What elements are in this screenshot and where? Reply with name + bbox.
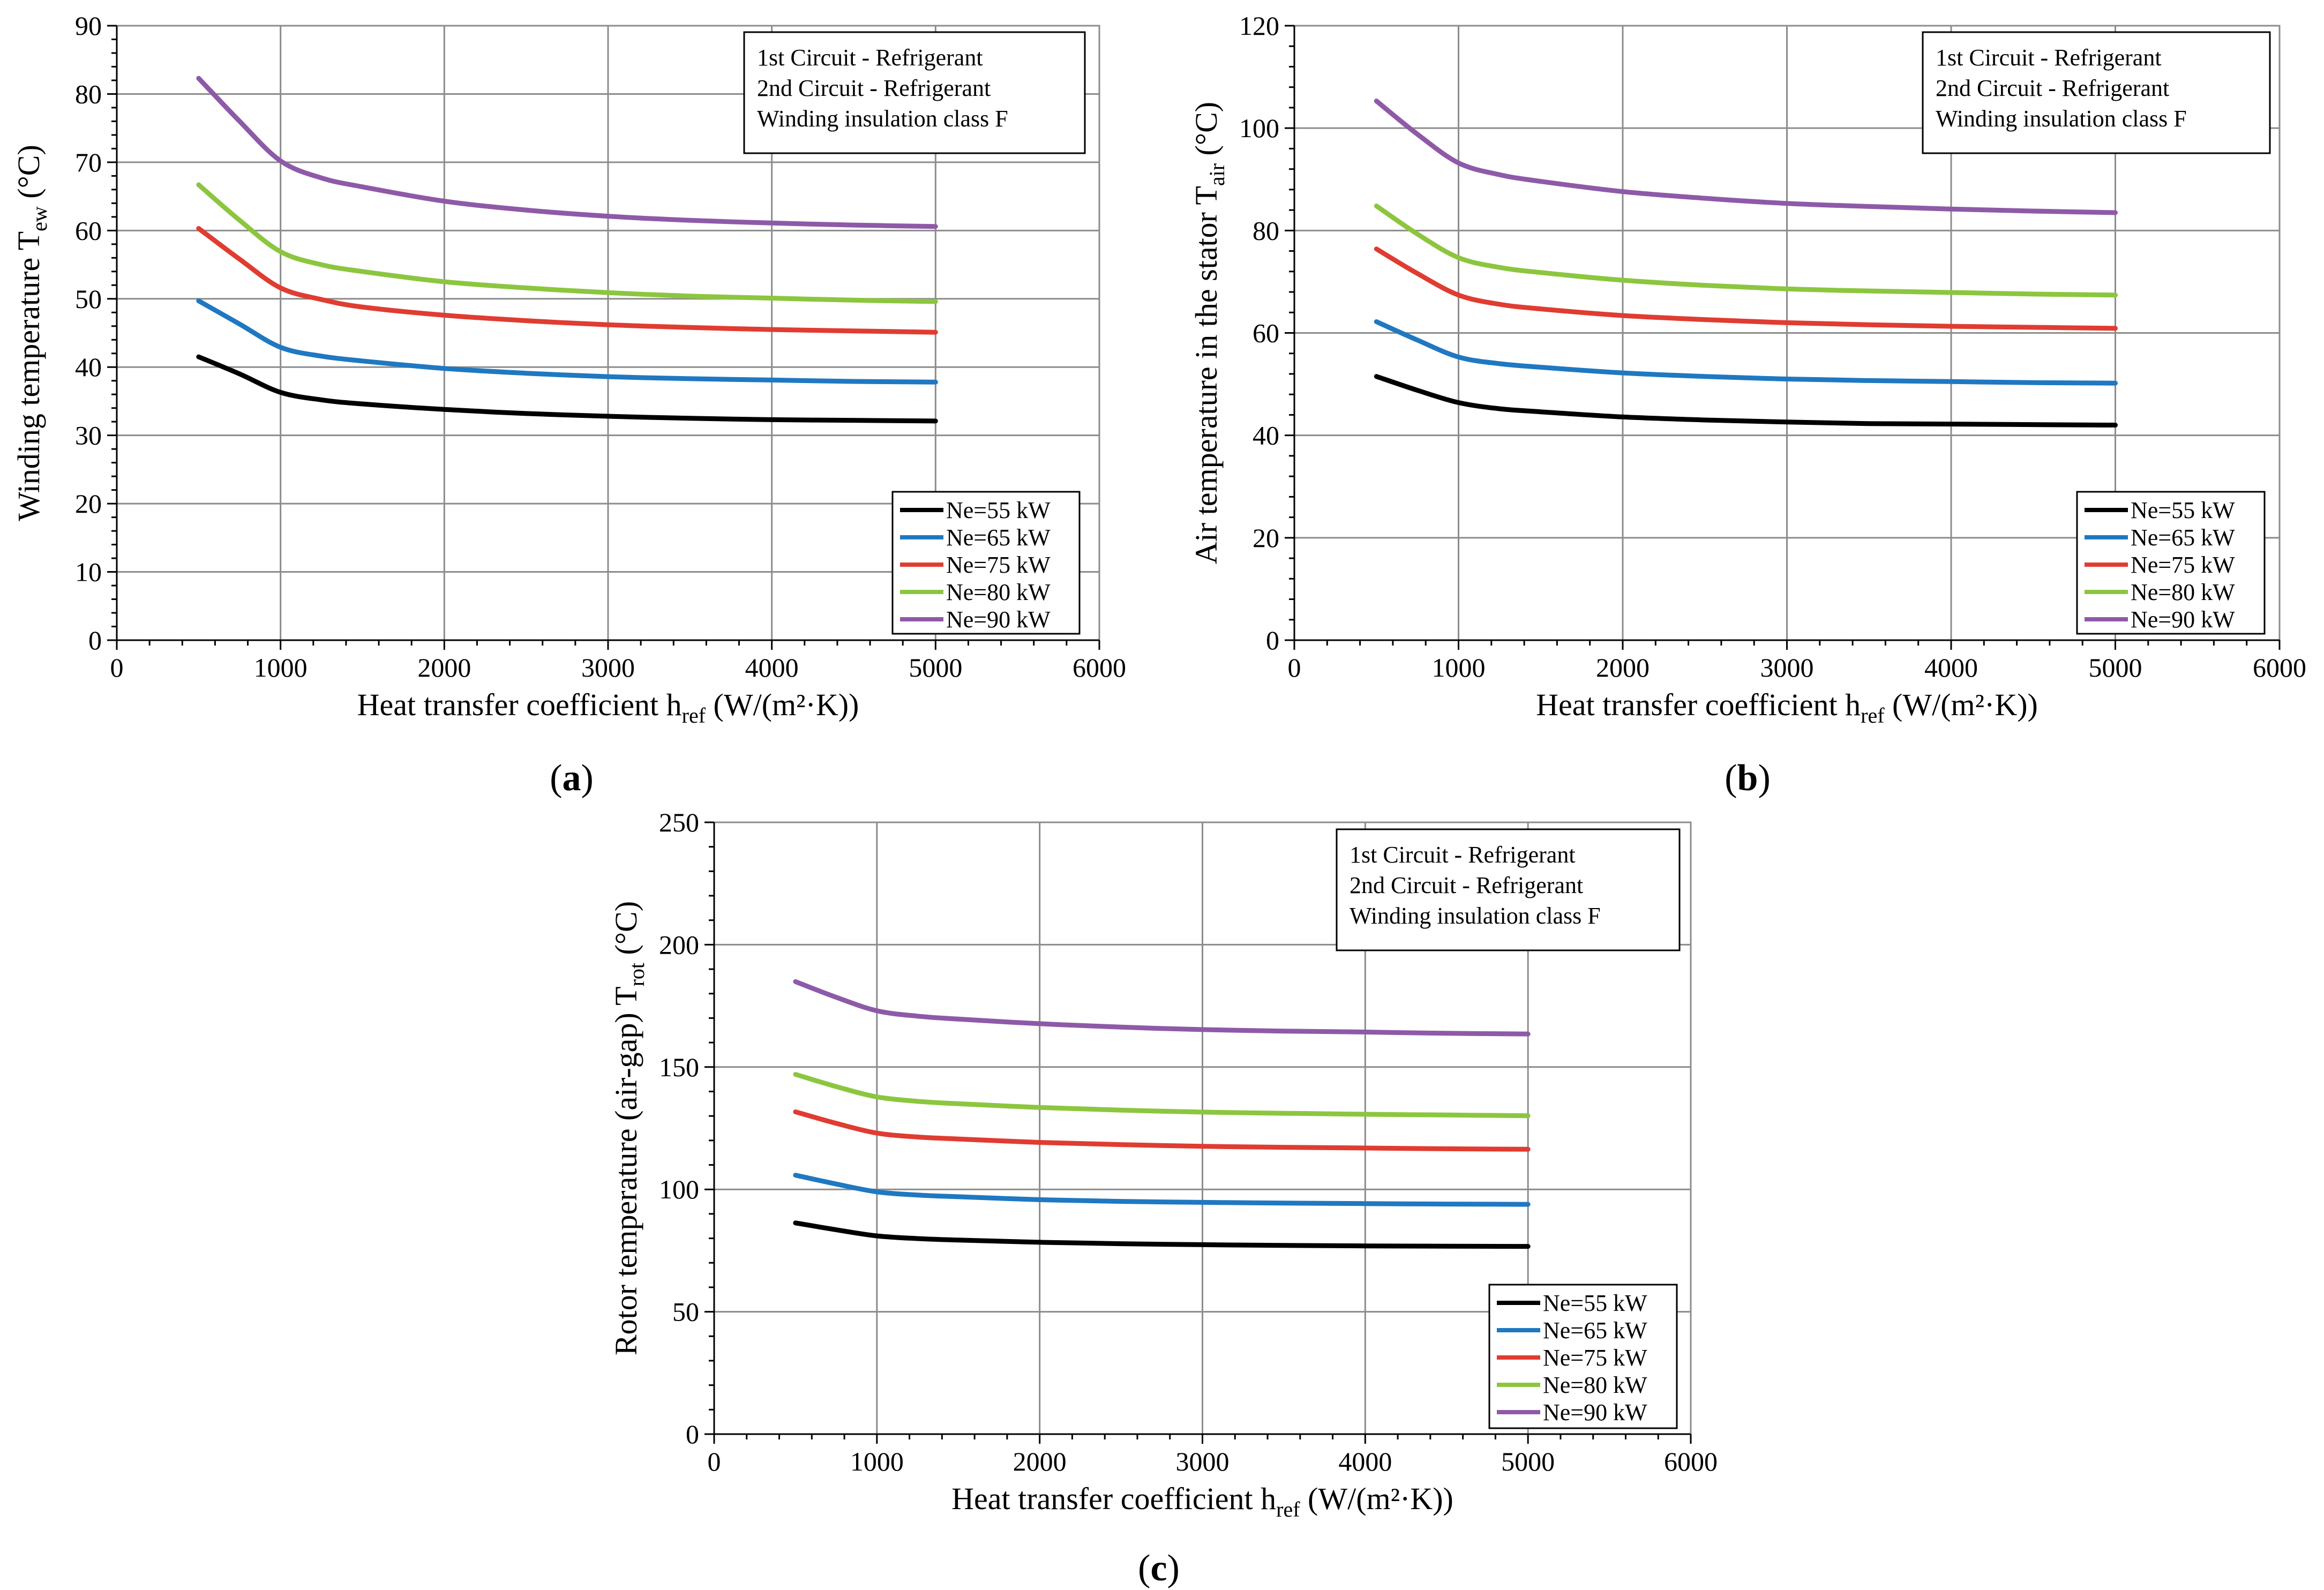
chart-panel-b: 0 1000 2000 3000 4000 5000 6000 0 20 40 60 80 100 120…	[1189, 11, 2306, 799]
y-tick-label: 0	[1266, 625, 1279, 655]
annotation-box	[743, 31, 1086, 154]
legend-label: Ne=55 kW	[946, 497, 1051, 523]
y-axis-title: Air temperature in the stator Tair (°C)	[1189, 102, 1229, 564]
y-axis-title: Rotor temperature (air-gap) Trot (°C)	[609, 901, 649, 1355]
y-tick-label: 60	[1253, 318, 1279, 348]
x-tick-label: 1000	[850, 1446, 904, 1476]
legend-label: Ne=80 kW	[1543, 1372, 1647, 1398]
series-line-ne-80-kw	[1374, 204, 2118, 298]
y-tick-label: 50	[672, 1297, 699, 1327]
chart-panel-c: 0 1000 2000 3000 4000 5000 6000 0 50 100 150 200 250…	[609, 807, 1718, 1589]
legend-label: Ne=55 kW	[1543, 1290, 1647, 1316]
y-tick-label: 0	[686, 1419, 699, 1449]
x-tick-label: 0	[708, 1446, 721, 1476]
x-tick-label: 3000	[1760, 652, 1814, 682]
y-tick-label: 250	[659, 807, 699, 837]
y-tick-label: 200	[659, 929, 699, 959]
y-tick-label: 80	[75, 79, 102, 109]
y-tick-label: 100	[1239, 113, 1279, 143]
x-tick-label: 4000	[1338, 1446, 1392, 1476]
annotation-line: 1st Circuit - Refrigerant	[1936, 44, 2162, 71]
y-axis-title: Winding temperature Tew (°C)	[11, 145, 51, 521]
x-tick-label: 6000	[1664, 1446, 1718, 1476]
y-tick-label: 90	[75, 11, 102, 41]
x-tick-label: 1000	[254, 652, 308, 682]
y-tick-label: 70	[75, 147, 102, 177]
y-tick-label: 50	[75, 284, 102, 314]
annotation-line: Winding insulation class F	[1936, 106, 2187, 132]
series-line-ne-90-kw	[793, 979, 1531, 1037]
legend-label: Ne=75 kW	[2131, 552, 2235, 578]
legend-label: Ne=90 kW	[946, 606, 1051, 633]
annotation-line: Winding insulation class F	[757, 106, 1008, 132]
y-tick-label: 100	[659, 1174, 699, 1204]
x-tick-label: 5000	[2089, 652, 2142, 682]
x-tick-label: 0	[110, 652, 124, 682]
annotation-box	[1336, 828, 1681, 951]
legend-label: Ne=80 kW	[946, 579, 1051, 605]
x-tick-label: 2000	[1596, 652, 1650, 682]
x-axis-title: Heat transfer coefficient href (W/(m²·K)…	[951, 1481, 1453, 1521]
x-tick-label: 0	[1288, 652, 1301, 682]
series-line-ne-75-kw	[793, 1109, 1531, 1152]
panel-label: (a)	[550, 758, 594, 799]
annotation-line: 1st Circuit - Refrigerant	[757, 44, 983, 71]
legend-label: Ne=75 kW	[946, 552, 1051, 578]
series-line-ne-55-kw	[793, 1220, 1531, 1249]
legend-label: Ne=90 kW	[1543, 1399, 1647, 1426]
x-tick-label: 6000	[1073, 652, 1126, 682]
series-line-ne-75-kw	[196, 226, 938, 335]
y-tick-label: 60	[75, 215, 102, 245]
annotation-line: 2nd Circuit - Refrigerant	[1936, 75, 2169, 101]
panel-label: (c)	[1138, 1548, 1180, 1589]
annotation-box	[1922, 31, 2271, 154]
y-tick-label: 40	[1253, 421, 1279, 451]
series-line-ne-80-kw	[196, 182, 938, 304]
series-line-ne-75-kw	[1374, 246, 2118, 331]
y-tick-label: 20	[1253, 523, 1279, 553]
y-tick-label: 40	[75, 352, 102, 382]
chart-panel-a: 0 1000 2000 3000 4000 5000 6000 0 10 20 30 40 50 60 70…	[11, 11, 1126, 799]
series-line-ne-65-kw	[196, 298, 938, 385]
y-tick-label: 0	[88, 625, 102, 655]
x-tick-label: 2000	[1013, 1446, 1067, 1476]
y-tick-label: 20	[75, 489, 102, 519]
x-tick-label: 2000	[417, 652, 471, 682]
x-tick-label: 3000	[581, 652, 635, 682]
y-tick-label: 120	[1239, 11, 1279, 41]
x-tick-label: 3000	[1176, 1446, 1230, 1476]
x-tick-label: 1000	[1432, 652, 1486, 682]
x-tick-label: 4000	[1924, 652, 1978, 682]
x-tick-label: 5000	[1501, 1446, 1555, 1476]
x-tick-label: 6000	[2253, 652, 2306, 682]
series-line-ne-55-kw	[196, 354, 938, 424]
annotation-line: Winding insulation class F	[1350, 903, 1601, 929]
legend-label: Ne=65 kW	[946, 524, 1051, 551]
panel-label: (b)	[1725, 758, 1771, 799]
x-axis-title: Heat transfer coefficient href (W/(m²·K)…	[357, 687, 859, 728]
legend-label: Ne=75 kW	[1543, 1345, 1647, 1371]
y-tick-label: 150	[659, 1052, 699, 1082]
x-tick-label: 5000	[909, 652, 962, 682]
annotation-line: 2nd Circuit - Refrigerant	[757, 75, 991, 101]
series-line-ne-80-kw	[793, 1072, 1531, 1119]
series-line-ne-65-kw	[793, 1173, 1531, 1207]
annotation-line: 1st Circuit - Refrigerant	[1350, 842, 1576, 868]
series-line-ne-90-kw	[196, 76, 938, 229]
legend-label: Ne=65 kW	[2131, 524, 2235, 551]
series-line-ne-55-kw	[1374, 374, 2118, 428]
legend-label: Ne=65 kW	[1543, 1317, 1647, 1344]
annotation-line: 2nd Circuit - Refrigerant	[1350, 872, 1583, 898]
series-line-ne-65-kw	[1374, 319, 2118, 386]
legend-label: Ne=80 kW	[2131, 579, 2235, 605]
y-tick-label: 30	[75, 421, 102, 451]
legend-label: Ne=55 kW	[2131, 497, 2235, 523]
y-tick-label: 80	[1253, 215, 1279, 245]
x-tick-label: 4000	[745, 652, 799, 682]
y-tick-label: 10	[75, 557, 102, 587]
legend-label: Ne=90 kW	[2131, 606, 2235, 633]
series-line-ne-90-kw	[1374, 99, 2118, 215]
x-axis-title: Heat transfer coefficient href (W/(m²·K)…	[1536, 687, 2038, 728]
